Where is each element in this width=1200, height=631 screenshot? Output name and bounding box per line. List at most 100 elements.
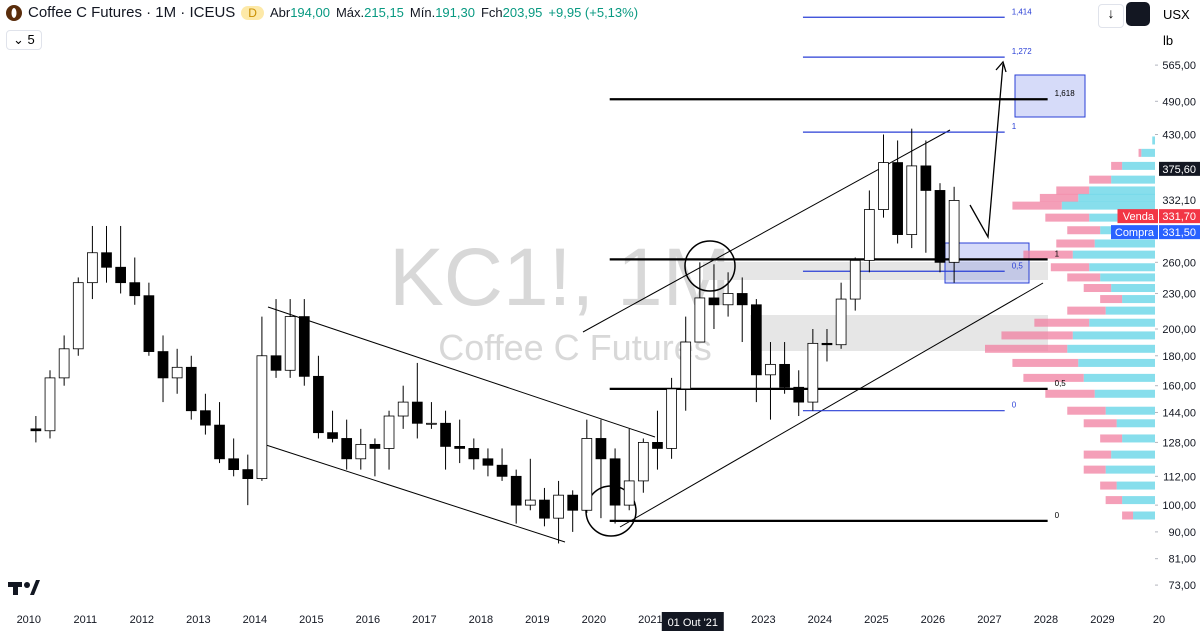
channel-line xyxy=(267,306,656,438)
candle-body xyxy=(835,298,847,346)
candle-body xyxy=(200,410,211,426)
watermark: KC1!, 1M xyxy=(389,232,731,323)
profile-sell xyxy=(1067,406,1106,415)
candle-body xyxy=(623,480,635,506)
profile-buy xyxy=(1122,161,1155,170)
profile-buy xyxy=(1094,239,1155,248)
candle-body xyxy=(779,363,790,388)
x-tick-label: 2023 xyxy=(751,614,775,626)
candle-body xyxy=(270,355,282,371)
profile-buy xyxy=(1100,273,1155,282)
ohlc-value: 215,15 xyxy=(364,5,404,20)
unit[interactable]: lb xyxy=(1163,33,1174,48)
profile-sell xyxy=(1100,295,1123,304)
candle-body xyxy=(793,386,805,403)
profile-buy xyxy=(1089,263,1155,272)
x-tick-label: 2024 xyxy=(808,614,832,626)
y-tick-label: 490,00 xyxy=(1162,96,1196,108)
candle-body xyxy=(171,366,183,379)
profile-buy xyxy=(1078,193,1155,202)
x-tick-label: 2010 xyxy=(17,614,41,626)
candle-body xyxy=(468,448,480,460)
download-button[interactable]: ↓ xyxy=(1098,4,1124,28)
indicators-toggle[interactable]: ⌄ 5 xyxy=(6,30,42,50)
profile-buy xyxy=(1083,373,1155,382)
y-tick-label: 100,00 xyxy=(1162,500,1196,512)
candle-body xyxy=(652,441,663,449)
candle-body xyxy=(214,424,225,460)
profile-sell xyxy=(1122,511,1134,520)
profile-sell xyxy=(1083,450,1112,459)
profile-sell xyxy=(1067,306,1106,315)
candle-body xyxy=(948,200,960,263)
y-tick-label: 565,00 xyxy=(1162,60,1196,72)
x-tick-label: 2011 xyxy=(73,614,97,626)
profile-sell xyxy=(985,344,1068,353)
candle-body xyxy=(369,443,381,449)
profile-sell xyxy=(1023,373,1084,382)
profile-buy xyxy=(1122,295,1155,304)
y-tick-label: 81,00 xyxy=(1168,554,1196,566)
candle-body xyxy=(44,377,56,432)
candle-body xyxy=(101,252,112,268)
fib-label: 0 xyxy=(1012,401,1017,410)
profile-sell xyxy=(1023,250,1073,259)
symbol[interactable]: Coffee C Futures · 1M · ICEUS xyxy=(28,4,236,21)
price-label-box xyxy=(1159,209,1200,224)
profile-sell xyxy=(1034,318,1090,327)
channel-line xyxy=(262,443,566,543)
candle-body xyxy=(906,165,918,235)
volume-profile xyxy=(985,136,1155,520)
candle-body xyxy=(426,422,437,425)
y-tick-label: 200,00 xyxy=(1162,324,1196,336)
y-tick-label: 260,00 xyxy=(1162,257,1196,269)
fib-label: 1 xyxy=(1055,249,1060,258)
x-tick-label: 2014 xyxy=(243,614,267,626)
ohlc-item: Fch203,95 xyxy=(481,5,542,20)
price-axis xyxy=(1155,0,1200,631)
profile-sell xyxy=(1056,186,1090,195)
profile-buy xyxy=(1072,331,1155,340)
x-tick-label: 2015 xyxy=(299,614,323,626)
price-label-name-box xyxy=(1111,225,1158,240)
candle-body xyxy=(58,348,70,379)
x-tick-label: 2017 xyxy=(412,614,436,626)
y-tick-label: 90,00 xyxy=(1168,527,1196,539)
candle-body xyxy=(228,458,240,471)
candle-body xyxy=(72,282,84,350)
price-label: 331,50 xyxy=(1162,227,1196,239)
fib-label: 0,5 xyxy=(1055,379,1067,388)
candle-body xyxy=(539,499,550,519)
fib-label: 1,272 xyxy=(1012,47,1033,56)
x-tick-label: 2026 xyxy=(921,614,945,626)
candle-body xyxy=(722,293,734,306)
profile-buy xyxy=(1089,186,1155,195)
price-label-name: Compra xyxy=(1115,227,1155,239)
profile-sell xyxy=(1100,434,1123,443)
x-tick-label: 2019 xyxy=(525,614,549,626)
candle-body xyxy=(383,415,395,449)
profile-sell xyxy=(1045,389,1095,398)
price-label: 375,60 xyxy=(1162,164,1196,176)
profile-buy xyxy=(1111,450,1155,459)
profile-buy xyxy=(1122,496,1155,505)
x-tick-label: 2027 xyxy=(977,614,1001,626)
x-tick-label: 2018 xyxy=(469,614,493,626)
profile-sell xyxy=(1111,161,1123,170)
x-tick-label: 2013 xyxy=(186,614,210,626)
ohlc-item: Máx.215,15 xyxy=(336,5,404,20)
currency[interactable]: USX xyxy=(1163,7,1190,22)
profile-sell xyxy=(1012,358,1079,367)
x-tick-label: 2016 xyxy=(356,614,380,626)
x-tick-label: 20 xyxy=(1153,614,1165,626)
profile-sell xyxy=(1039,193,1079,202)
candle-body xyxy=(129,282,141,297)
candle-body xyxy=(313,375,324,434)
profile-sell xyxy=(1083,284,1112,293)
candle-body xyxy=(157,351,169,379)
candle-body xyxy=(567,494,579,511)
candle-body xyxy=(482,458,494,466)
profile-sell xyxy=(1083,419,1117,428)
candle-body xyxy=(878,162,889,210)
fullscreen-button[interactable] xyxy=(1126,2,1150,26)
